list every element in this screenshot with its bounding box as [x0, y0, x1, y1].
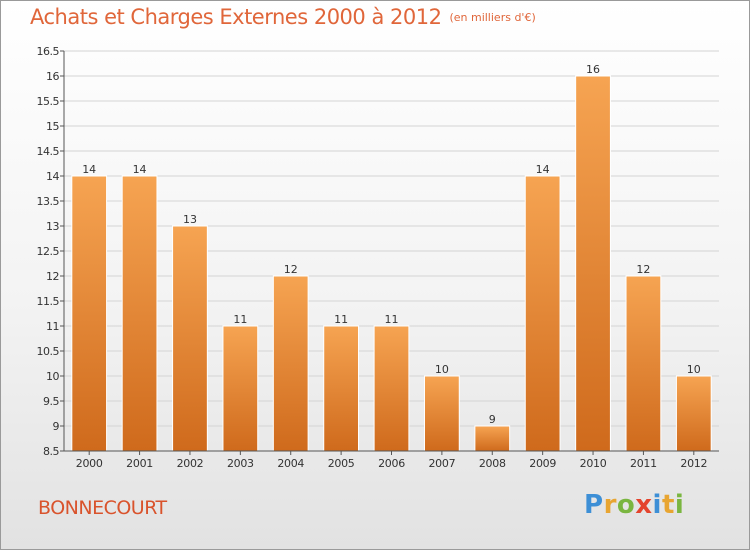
bar: [172, 225, 208, 452]
bar-value-label: 10: [687, 363, 701, 376]
x-tick-label: 2004: [277, 457, 304, 470]
bar-value-label: 12: [636, 263, 650, 276]
x-tick-label: 2006: [378, 457, 405, 470]
bar: [424, 375, 460, 452]
logo-letter: o: [616, 490, 636, 520]
x-tick-label: 2008: [479, 457, 506, 470]
chart-subtitle: (en milliers d'€): [449, 11, 536, 24]
chart-header: Achats et Charges Externes 2000 à 2012 (e…: [30, 5, 536, 29]
y-tick-label: 10: [46, 370, 59, 383]
bars: 14 14 13 11 12 11 11 10 9 14 16 12 10: [71, 63, 712, 452]
y-tick-label: 9.5: [43, 395, 59, 408]
bar-value-label: 11: [233, 313, 247, 326]
bar: [675, 375, 712, 452]
x-tick-label: 2003: [227, 457, 254, 470]
y-tick-label: 8.5: [43, 445, 59, 458]
bar-value-label: 11: [334, 313, 348, 326]
x-tick-label: 2005: [328, 457, 355, 470]
bar: [323, 325, 359, 452]
bar-value-label: 14: [536, 163, 550, 176]
bar: [121, 175, 158, 452]
y-tick-label: 16.5: [37, 45, 60, 58]
bar-value-label: 13: [183, 213, 197, 226]
x-tick-label: 2010: [580, 457, 607, 470]
logo-letter: i: [674, 490, 685, 520]
y-tick-label: 11.5: [37, 295, 60, 308]
logo-letter: x: [635, 490, 653, 520]
proxiti-logo: Proxiti: [584, 490, 684, 520]
chart-title: Achats et Charges Externes 2000 à 2012: [30, 5, 442, 29]
y-tick-label: 11: [46, 320, 59, 333]
x-tick-label: 2001: [126, 457, 153, 470]
y-tick-label: 15: [46, 120, 59, 133]
bar: [625, 275, 662, 452]
y-tick-label: 13.5: [37, 195, 60, 208]
logo-letter: t: [661, 490, 675, 520]
y-tick-label: 14.5: [37, 145, 60, 158]
y-tick-label: 13: [46, 220, 59, 233]
commune-name: BONNECOURT: [38, 497, 167, 519]
logo-letter: P: [584, 490, 604, 520]
y-tick-label: 14: [46, 170, 59, 183]
logo-letter: i: [652, 490, 662, 520]
x-tick-label: 2000: [76, 457, 103, 470]
y-tick-label: 10.5: [37, 345, 60, 358]
x-tick-label: 2009: [529, 457, 556, 470]
y-tick-label: 9: [53, 420, 60, 433]
bar: [575, 75, 611, 452]
y-tick-label: 12: [46, 270, 59, 283]
logo-letter: r: [603, 490, 617, 520]
x-tick-label: 2007: [428, 457, 455, 470]
y-tick-label: 12.5: [37, 245, 60, 258]
bar: [272, 275, 309, 452]
y-tick-label: 15.5: [37, 95, 60, 108]
bar-value-label: 14: [133, 163, 147, 176]
axes: 8.5 9 9.5 10 10.5 11 11.5 12 12.5 13 13.5 14 14.5 15 1…: [37, 45, 719, 470]
bar-value-label: 16: [586, 63, 600, 76]
bar-value-label: 9: [489, 413, 496, 426]
x-tick-label: 2012: [680, 457, 707, 470]
y-tick-label: 16: [46, 70, 59, 83]
bar: [222, 325, 259, 452]
bar-value-label: 14: [82, 163, 96, 176]
x-tick-label: 2002: [177, 457, 204, 470]
bar: [524, 175, 561, 452]
bar: [71, 175, 108, 452]
x-tick-label: 2011: [630, 457, 657, 470]
bar: [373, 325, 410, 452]
bar-value-label: 10: [435, 363, 449, 376]
bar-value-label: 11: [385, 313, 399, 326]
bar: [474, 425, 511, 452]
bar-value-label: 12: [284, 263, 298, 276]
